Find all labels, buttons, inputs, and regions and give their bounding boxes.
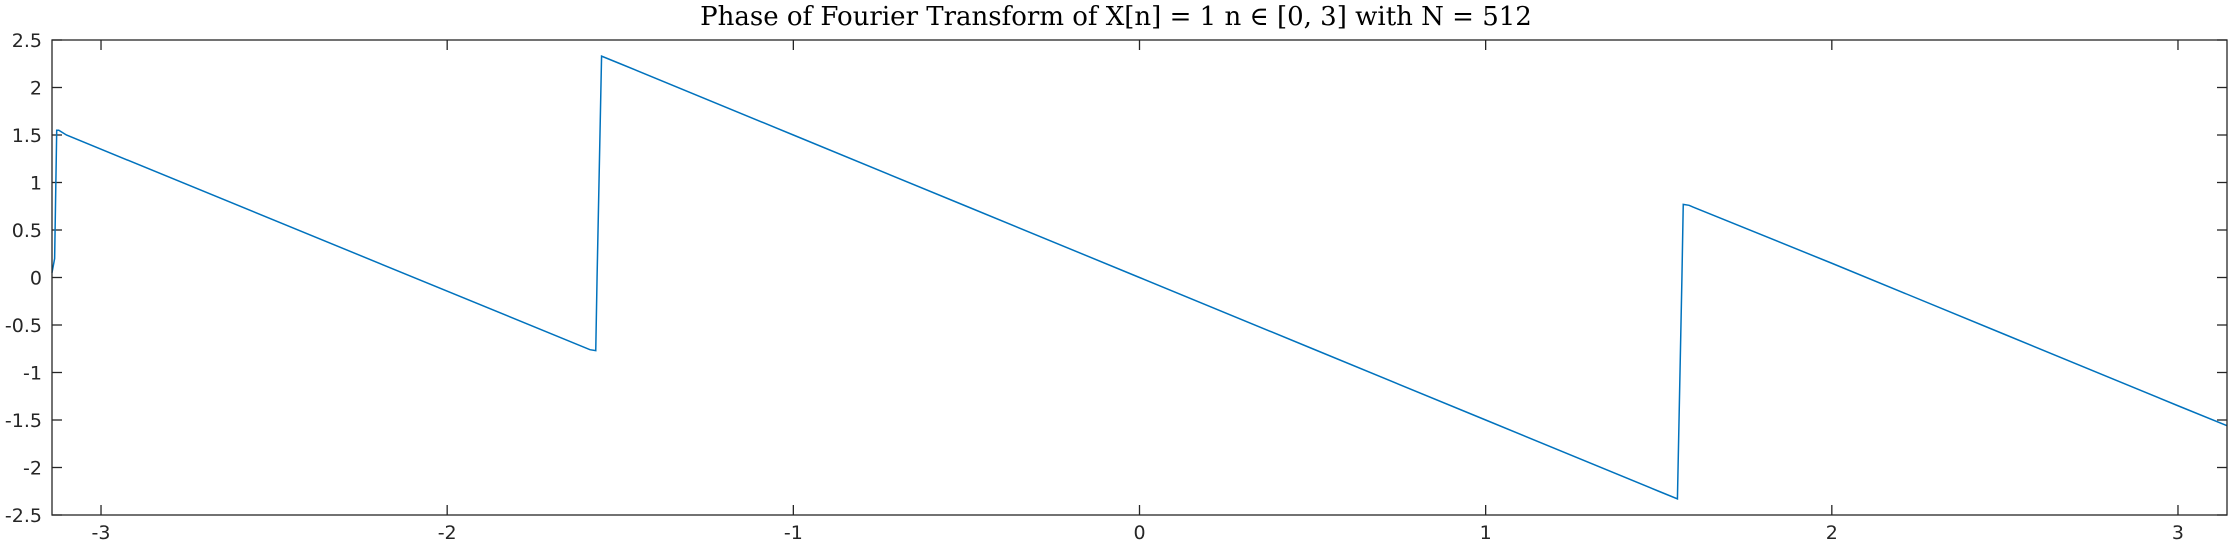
x-tick-label: 2: [1826, 522, 1838, 544]
y-tick-label: 1.5: [12, 125, 42, 147]
y-tick-label: -2: [23, 458, 42, 480]
y-tick-label: 1: [30, 173, 42, 195]
x-tick-label: 1: [1480, 522, 1492, 544]
chart-title: Phase of Fourier Transform of X[n] = 1 n…: [700, 2, 1532, 32]
axes-box: [51, 39, 2228, 516]
y-tick-label: 0: [30, 268, 42, 290]
y-tick-label: 0.5: [12, 220, 42, 242]
x-tick-label: 0: [1133, 522, 1145, 544]
y-tick-label: 2: [30, 78, 42, 100]
y-tick-label: -1.5: [5, 410, 42, 432]
tick-labels: -3 -2 -1 0 1 2 3 2.5 2 1.5 1 0.5 0 -0.5 -1 -1.5 -2 -2.5: [5, 30, 2184, 544]
x-tick-label: -3: [92, 522, 111, 544]
x-tick-label: 3: [2172, 522, 2184, 544]
phase-series-line: [51, 55, 2228, 500]
y-tick-label: -2.5: [5, 505, 42, 527]
x-tick-label: -1: [784, 522, 803, 544]
y-tick-label: -0.5: [5, 315, 42, 337]
y-tick-label: -1: [23, 363, 42, 385]
x-tick-label: -2: [438, 522, 457, 544]
y-tick-label: 2.5: [12, 30, 42, 52]
